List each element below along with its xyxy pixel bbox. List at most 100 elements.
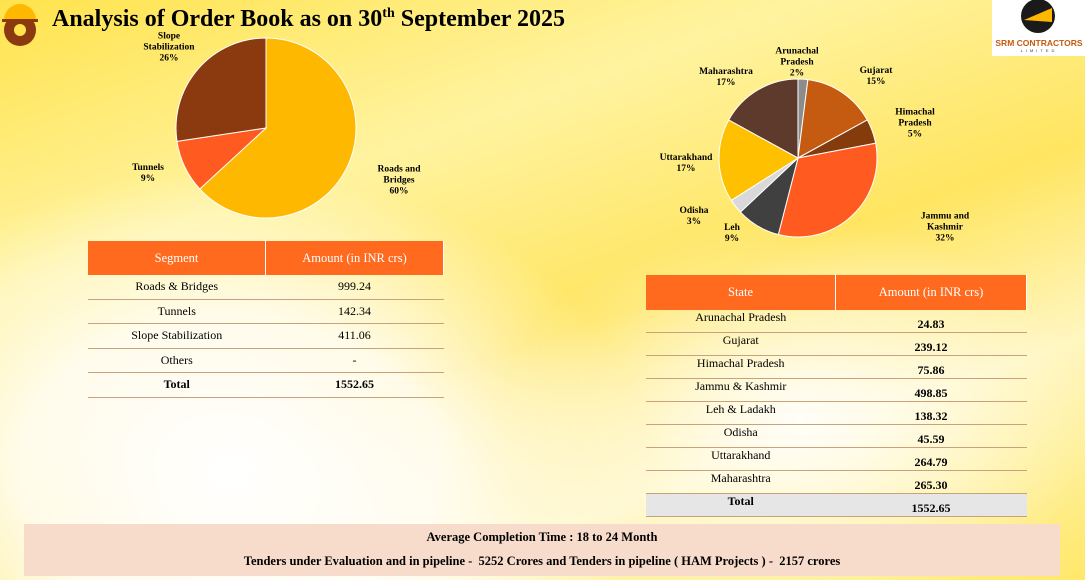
table: Segment Amount (in INR crs) Roads & Bridge… [88, 241, 444, 398]
title-sup: th [382, 6, 395, 21]
row: Arunachal Pradesh 24.83 [646, 310, 1027, 333]
row: Jammu & Kashmir 498.85 [646, 378, 1027, 402]
slice-label: Arunachal Pradesh 2% [767, 47, 827, 80]
table: State Amount (in INR crs) Arunachal Prades… [646, 275, 1027, 517]
slice-label: Slope Stabilization 26% [138, 32, 200, 65]
column-header: State [646, 275, 836, 310]
cell: 265.30 [835, 470, 1027, 494]
pie-slice [797, 79, 868, 159]
value-label: 15% [866, 77, 886, 87]
cell: Odisha [646, 424, 836, 448]
title-text: September 2025 [394, 6, 565, 32]
footer-line: Tenders under Evaluation and in pipeline… [243, 554, 841, 568]
category-label: Leh [724, 223, 740, 233]
cell: 24.83 [835, 310, 1027, 333]
row: Himachal Pradesh 75.86 [646, 355, 1027, 379]
header-row: State Amount (in INR crs) [646, 275, 1027, 310]
header-icon [2, 4, 38, 46]
cell: Maharashtra [646, 470, 836, 494]
row: Slope Stabilization 411.06 [88, 323, 444, 349]
footer: Average Completion Time : 18 to 24 Month… [24, 524, 1060, 576]
cell: Others [88, 348, 266, 373]
cell: 1552.65 [265, 372, 444, 398]
category-label: Odisha [679, 206, 709, 216]
total-row: Total 1552.65 [646, 493, 1027, 517]
title: Analysis of Order Book as on 30th Septem… [52, 6, 565, 33]
slice-label: Maharashtra 17% [691, 67, 761, 89]
cell: Arunachal Pradesh [646, 310, 836, 333]
value-label: 60% [389, 186, 409, 197]
cell: Jammu & Kashmir [646, 378, 836, 402]
cell: Total [88, 372, 266, 398]
slice-label: Jammu and Kashmir 32% [915, 212, 975, 245]
row: Gujarat 239.12 [646, 332, 1027, 356]
cell: 498.85 [835, 378, 1027, 402]
slice-label: Gujarat 15% [851, 66, 901, 88]
slice-label: Leh 9% [712, 223, 752, 245]
row: Others - [88, 348, 444, 373]
column-header: Amount (in INR crs) [265, 241, 444, 275]
cell: Uttarakhand [646, 447, 836, 471]
slice-label: Tunnels 9% [123, 163, 173, 185]
category-label: Himachal Pradesh [895, 107, 935, 129]
row: Roads & Bridges 999.24 [88, 275, 444, 300]
category-label: Arunachal Pradesh [775, 46, 819, 68]
cell: 1552.65 [835, 493, 1027, 517]
title-text: Analysis of Order Book as on 30 [52, 6, 383, 32]
value-label: 3% [686, 217, 702, 227]
logo-subtitle: LIMITED [1020, 48, 1058, 53]
value-label: 2% [789, 68, 805, 79]
logo-icon [992, 0, 1085, 56]
pie-slice [199, 37, 357, 219]
column-header: Segment [88, 241, 266, 275]
category-label: Tunnels [132, 163, 164, 173]
cell: Tunnels [88, 299, 266, 324]
cell: 239.12 [835, 332, 1027, 356]
row: Leh & Ladakh 138.32 [646, 401, 1027, 425]
category-label: Maharashtra [699, 67, 753, 77]
slice-label: Himachal Pradesh 5% [890, 108, 940, 141]
cell: Gujarat [646, 332, 836, 356]
footer-line: Average Completion Time : 18 to 24 Month [426, 530, 658, 544]
row: Uttarakhand 264.79 [646, 447, 1027, 471]
cell: 75.86 [835, 355, 1027, 379]
row: Tunnels 142.34 [88, 299, 444, 324]
category-label: Slope Stabilization [143, 31, 195, 53]
slice-label: Odisha 3% [674, 206, 714, 228]
cell: Slope Stabilization [88, 323, 266, 349]
slice-label: Roads and Bridges 60% [369, 165, 429, 198]
value-label: 17% [676, 164, 696, 174]
cell: 411.06 [265, 323, 444, 349]
cell: 138.32 [835, 401, 1027, 425]
category-label: Jammu and Kashmir [920, 211, 970, 233]
cell: Himachal Pradesh [646, 355, 836, 379]
cell: 264.79 [835, 447, 1027, 471]
total-row: Total 1552.65 [88, 372, 444, 398]
cell: 999.24 [265, 275, 444, 300]
value-label: 17% [716, 78, 736, 88]
pie-slice [718, 119, 799, 202]
value-label: 9% [140, 174, 156, 184]
value-label: 5% [907, 129, 923, 140]
logo-name: SRM CONTRACTORS [995, 38, 1083, 48]
header-row: Segment Amount (in INR crs) [88, 241, 444, 275]
cell: - [265, 348, 444, 373]
row: Odisha 45.59 [646, 424, 1027, 448]
pie-slice [728, 78, 799, 159]
category-label: Roads and Bridges [377, 164, 421, 186]
row: Maharashtra 265.30 [646, 470, 1027, 494]
value-label: 26% [159, 53, 179, 64]
pie-slice [175, 37, 267, 142]
cell: Total [646, 493, 836, 517]
category-label: Gujarat [859, 66, 893, 76]
cell: Leh & Ladakh [646, 401, 836, 425]
value-label: 32% [935, 233, 955, 244]
value-label: 9% [724, 234, 740, 244]
pie-slice [777, 142, 878, 238]
slice-label: Uttarakhand 17% [651, 153, 721, 175]
category-label: Uttarakhand [659, 153, 713, 163]
cell: Roads & Bridges [88, 275, 266, 300]
cell: 142.34 [265, 299, 444, 324]
